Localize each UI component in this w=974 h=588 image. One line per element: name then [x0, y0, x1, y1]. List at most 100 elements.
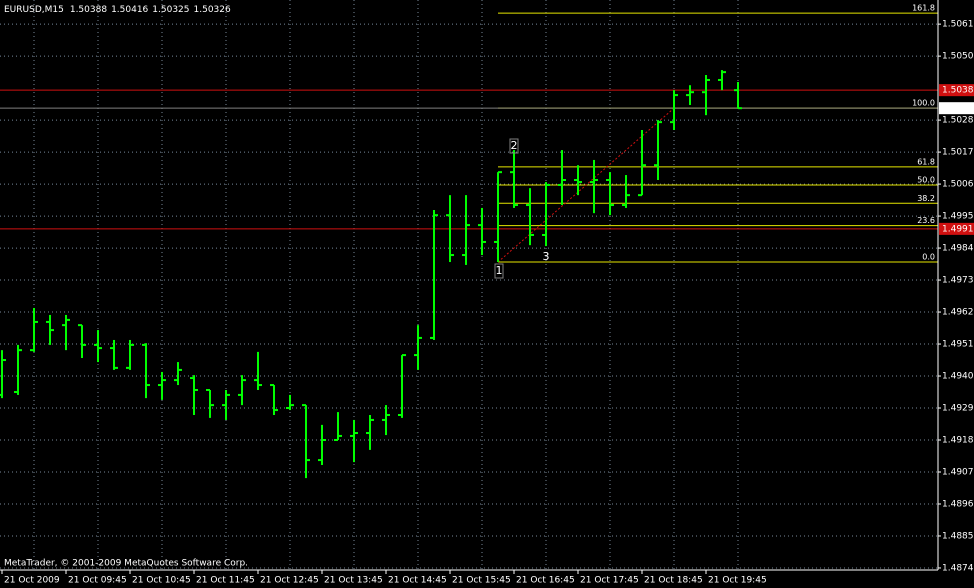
- ohlc-bar: [286, 394, 294, 411]
- ohlc-bar: [670, 90, 678, 130]
- fib-label: 0.0: [922, 253, 935, 262]
- ohlc-bar: [638, 129, 646, 197]
- ohlc-bar: [654, 120, 662, 181]
- price-label: 1.50388: [942, 86, 974, 96]
- wave-label: 1: [496, 264, 503, 277]
- ohlc-bar: [254, 351, 262, 390]
- ohlc-bar: [206, 388, 214, 418]
- ohlc-bar: [430, 209, 438, 340]
- ohlc-bar: [606, 172, 614, 216]
- ohlc-bar: [62, 314, 70, 351]
- ohlc-bar: [190, 375, 198, 415]
- ohlc-bar: [238, 375, 246, 406]
- x-tick-label: 21 Oct 15:45: [452, 576, 511, 586]
- ohlc-bar: [318, 424, 326, 466]
- wave-label: 3: [543, 250, 550, 263]
- ohlc-bar: [494, 171, 502, 263]
- ohlc-bar: [414, 325, 422, 370]
- bid-label-box: [939, 102, 974, 115]
- y-tick-label: 1.49955: [942, 212, 974, 222]
- y-tick-label: 1.49075: [942, 467, 974, 477]
- y-tick-label: 1.48965: [942, 499, 974, 509]
- y-tick-label: 1.49735: [942, 276, 974, 286]
- ohlc-bar: [446, 195, 454, 263]
- ohlc-bar: [478, 207, 486, 256]
- x-tick-label: 21 Oct 16:45: [516, 576, 575, 586]
- y-tick-label: 1.48855: [942, 531, 974, 541]
- header-low: 1.50325: [152, 5, 189, 15]
- y-tick-label: 1.50175: [942, 148, 974, 158]
- ohlc-bar: [590, 159, 598, 214]
- ohlc-bar: [350, 419, 358, 463]
- ohlc-bar: [174, 362, 182, 386]
- fib-label: 50.0: [917, 175, 935, 184]
- ohlc-bar: [558, 150, 566, 206]
- chart-header: EURUSD,M15 1.50388 1.50416 1.50325 1.50326: [4, 5, 231, 15]
- ohlc-bar: [0, 350, 6, 399]
- x-tick-label: 21 Oct 17:45: [580, 576, 639, 586]
- wave-label-box: [509, 138, 519, 154]
- ohlc-bar: [510, 150, 518, 208]
- header-open: 1.50388: [70, 5, 107, 15]
- wave-label: 2: [511, 139, 518, 152]
- x-tick-label: 21 Oct 13:45: [324, 576, 383, 586]
- ohlc-bar: [270, 384, 278, 415]
- ohlc-bar: [622, 175, 630, 208]
- x-tick-label: 21 Oct 14:45: [388, 576, 447, 586]
- fib-label: 161.8: [912, 4, 935, 13]
- y-tick-label: 1.50285: [942, 116, 974, 126]
- price-label-box: [939, 222, 974, 235]
- symbol: EURUSD,M15: [4, 5, 64, 15]
- footer: MetaTrader, © 2001-2009 MetaQuotes Softw…: [4, 559, 248, 569]
- ohlc-bar: [126, 339, 134, 370]
- ohlc-bar: [30, 307, 38, 352]
- y-tick-label: 1.49515: [942, 340, 974, 350]
- fib-label: 38.2: [917, 194, 935, 203]
- y-tick-label: 1.49845: [942, 244, 974, 254]
- ohlc-bar: [14, 344, 22, 395]
- ohlc-bar: [734, 82, 742, 110]
- y-tick-label: 1.50505: [942, 52, 974, 62]
- y-tick-label: 1.48745: [942, 563, 974, 573]
- bid-label: 1.50326: [942, 104, 974, 114]
- ohlc-bar: [702, 75, 710, 116]
- x-tick-label: 21 Oct 09:45: [68, 576, 127, 586]
- y-tick-label: 1.49295: [942, 404, 974, 414]
- price-label-box: [939, 84, 974, 97]
- y-tick-label: 1.50065: [942, 180, 974, 190]
- ohlc-bar: [398, 354, 406, 418]
- ohlc-bar: [542, 182, 550, 247]
- ohlc-bar: [526, 188, 534, 246]
- fib-label: 23.6: [917, 216, 935, 225]
- y-tick-label: 1.50615: [942, 20, 974, 30]
- ohlc-bar: [718, 70, 726, 91]
- ohlc-bar: [46, 314, 54, 345]
- fib-label: 61.8: [917, 157, 935, 166]
- x-tick-label: 21 Oct 12:45: [260, 576, 319, 586]
- wave-label-box: [494, 263, 504, 279]
- ohlc-bar: [334, 412, 342, 442]
- ohlc-bar: [382, 405, 390, 436]
- ohlc-bar: [78, 324, 86, 358]
- header-close: 1.50326: [194, 5, 231, 15]
- ohlc-bar: [302, 404, 310, 479]
- ohlc-bar: [574, 165, 582, 196]
- ohlc-bar: [110, 339, 118, 370]
- y-tick-label: 1.49625: [942, 308, 974, 318]
- x-tick-label: 21 Oct 18:45: [644, 576, 703, 586]
- x-tick-label: 21 Oct 19:45: [708, 576, 767, 586]
- y-tick-label: 1.49405: [942, 372, 974, 382]
- ohlc-bar: [222, 389, 230, 420]
- header-high: 1.50416: [111, 5, 148, 15]
- ohlc-bar: [142, 343, 150, 399]
- x-tick-label: 21 Oct 2009: [4, 576, 60, 586]
- fib-label: 100.0: [912, 99, 935, 108]
- x-tick-label: 21 Oct 10:45: [132, 576, 191, 586]
- ohlc-bar: [462, 195, 470, 265]
- y-tick-label: 1.49185: [942, 436, 974, 446]
- fib-trendline: [497, 107, 675, 263]
- ohlc-bar: [366, 414, 374, 450]
